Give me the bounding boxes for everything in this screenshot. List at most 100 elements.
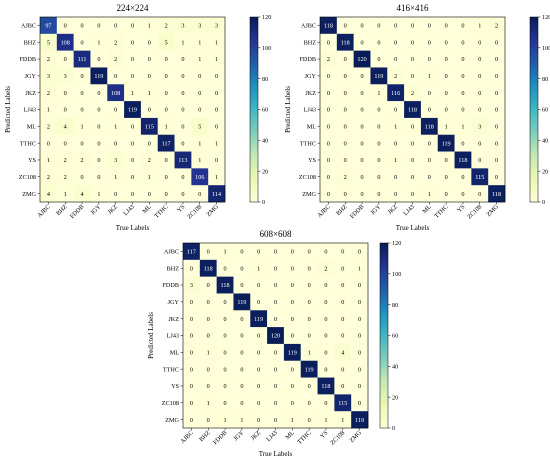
cell-value-label: 0 [240, 383, 243, 390]
cell-value-label: 0 [308, 383, 311, 390]
heatmap-cell [437, 117, 455, 136]
cell-value-label: 0 [358, 400, 361, 407]
colorbar-tick-label: 80 [392, 302, 398, 309]
cell-value-label: 1 [97, 191, 100, 198]
cell-value-label: 0 [344, 107, 347, 114]
heatmap-cell [437, 67, 455, 85]
heatmap-cell [300, 327, 318, 345]
x-tick-label: YS [319, 429, 330, 440]
cell-value-label: 2 [327, 56, 330, 63]
cell-value-label: 0 [274, 249, 277, 256]
heatmap-cell [208, 84, 226, 102]
cell-value-label: 0 [344, 23, 347, 30]
cell-value-label: 0 [80, 107, 83, 114]
heatmap-cell [233, 411, 251, 429]
cell-value-label: 0 [291, 400, 294, 407]
cell-value-label: 2 [394, 73, 397, 80]
heatmap-cell [140, 101, 159, 119]
heatmap-cell [174, 84, 192, 102]
cell-value-label: 115 [145, 124, 154, 131]
cell-value-label: 0 [274, 417, 277, 424]
heatmap-cell [420, 134, 439, 152]
heatmap-cell [437, 50, 455, 68]
cell-value-label: 3 [47, 73, 50, 80]
cell-value-label: 0 [291, 383, 294, 390]
heatmap-cell [107, 134, 125, 152]
heatmap-cell [90, 168, 108, 186]
heatmap-cell [387, 117, 405, 136]
colorbar-tick-label: 80 [542, 76, 548, 83]
cell-value-label: 0 [377, 140, 380, 147]
heatmap-cell [157, 151, 175, 169]
heatmap-cell [300, 377, 318, 395]
cell-value-label: 1 [308, 350, 311, 357]
y-tick-label: JKZ [168, 316, 179, 323]
heatmap-cell [56, 50, 74, 68]
heatmap-cell [471, 151, 489, 169]
heatmap-cell [387, 50, 405, 68]
colorbar-tick-label: 20 [392, 394, 398, 401]
cell-value-label: 2 [64, 157, 67, 164]
heatmap-cell [107, 17, 125, 35]
heatmap-cell [40, 168, 58, 186]
x-tick-label: ML [421, 203, 433, 215]
cell-value-label: 0 [131, 191, 134, 198]
heatmap-cell [267, 259, 285, 277]
heatmap-cell [191, 168, 209, 186]
cell-value-label: 115 [338, 400, 347, 407]
heatmap-cell [454, 101, 472, 119]
heatmap-cell [437, 134, 455, 152]
cell-value-label: 0 [377, 174, 380, 181]
heatmap-cell [370, 168, 388, 186]
cell-value-label: 0 [341, 282, 344, 289]
cell-value-label: 1 [223, 249, 226, 256]
cell-value-label: 4 [64, 124, 67, 131]
cell-value-label: 0 [445, 157, 448, 164]
heatmap-cell [404, 134, 422, 152]
cell-value-label: 118 [492, 191, 501, 198]
colorbar-tick-label: 120 [542, 14, 550, 21]
heatmap-cell [387, 17, 405, 35]
cell-value-label: 0 [165, 90, 168, 97]
cell-value-label: 1 [358, 265, 361, 272]
heatmap-cell [471, 185, 489, 203]
cell-value-label: 0 [428, 174, 431, 181]
heatmap-cell [353, 151, 371, 169]
cell-value-label: 0 [478, 107, 481, 114]
heatmap-cell [317, 259, 335, 277]
cell-value-label: 0 [478, 73, 481, 80]
cell-value-label: 2 [64, 174, 67, 181]
cell-value-label: 0 [344, 90, 347, 97]
cell-value-label: 3 [198, 23, 201, 30]
y-axis-label: Predicted Labels [4, 86, 12, 133]
cell-value-label: 0 [198, 90, 201, 97]
heatmap-cell [73, 84, 91, 102]
cell-value-label: 0 [190, 265, 193, 272]
colorbar-tick-label: 80 [262, 76, 268, 83]
y-tick-label: ZMG [302, 191, 316, 198]
heatmap-cell [300, 276, 318, 294]
cell-value-label: 1 [47, 157, 50, 164]
heatmap-cell [56, 185, 74, 203]
cell-value-label: 0 [308, 265, 311, 272]
heatmap-cell [387, 151, 405, 169]
heatmap-cell [320, 168, 338, 186]
heatmap-cell [199, 377, 217, 395]
heatmap-cell [216, 394, 234, 412]
heatmap-cell [387, 101, 405, 119]
cell-value-label: 0 [445, 23, 448, 30]
heatmap-cell [56, 84, 74, 102]
cell-value-label: 0 [377, 23, 380, 30]
heatmap-cell [283, 327, 302, 345]
y-tick-label: AJBC [164, 249, 179, 256]
cell-value-label: 0 [411, 124, 414, 131]
heatmap-cell [471, 67, 489, 85]
heatmap-cell [233, 360, 251, 378]
cell-value-label: 1 [64, 191, 67, 198]
y-tick-label: YS [308, 157, 316, 164]
cell-value-label: 0 [478, 191, 481, 198]
colorbar-tick-label: 100 [392, 271, 401, 278]
cell-value-label: 0 [324, 316, 327, 323]
